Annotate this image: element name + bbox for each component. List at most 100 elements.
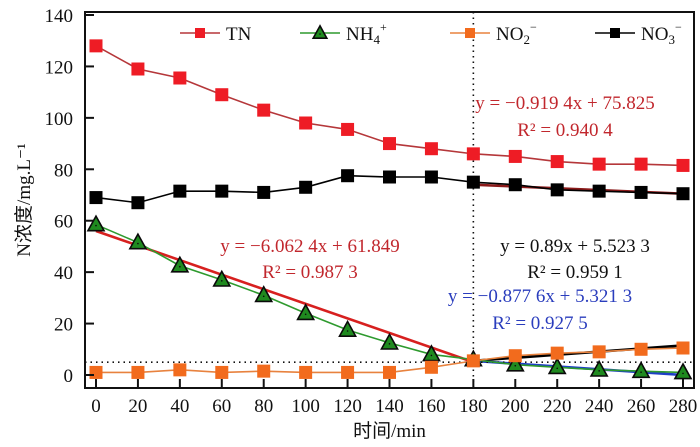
marker-no2: [424, 360, 438, 374]
marker-tn: [676, 158, 690, 172]
x-tick-label: 100: [291, 396, 320, 417]
y-tick-label: 80: [54, 160, 73, 181]
marker-no3: [299, 180, 313, 194]
reference-lines: [85, 12, 694, 388]
legend-marker: [465, 28, 475, 38]
fit-equation-0: y = −6.062 4x + 61.849: [220, 236, 399, 257]
legend-item-tn: TN: [180, 24, 252, 45]
marker-no2: [131, 365, 145, 379]
fit-equation-3: y = −0.877 6x + 5.321 3: [448, 286, 632, 307]
marker-tn: [341, 122, 355, 136]
marker-no2: [215, 365, 229, 379]
marker-tn: [634, 157, 648, 171]
annotations: y = −6.062 4x + 61.849 R² = 0.987 3 y = −0…: [220, 93, 654, 334]
marker-no2: [299, 365, 313, 379]
x-tick-label: 240: [585, 396, 614, 417]
legend-marker: [195, 28, 205, 38]
marker-nh4: [547, 357, 567, 375]
marker-nh4-dot: [262, 295, 265, 298]
marker-no2: [508, 349, 522, 363]
marker-nh4: [296, 303, 316, 321]
x-tick-label: 200: [501, 396, 530, 417]
marker-nh4: [631, 361, 651, 379]
legend-marker-dot: [319, 33, 321, 35]
y-axis: 0 20 40 60 80 100 120 140: [45, 6, 94, 387]
marker-no3: [592, 184, 606, 198]
marker-no2: [89, 365, 103, 379]
marker-no2: [257, 364, 271, 378]
x-axis: 0 20 40 60 80 100 120 140 160 180 200 220 240 260 280: [91, 379, 697, 417]
marker-nh4-dot: [430, 354, 433, 357]
x-tick-label: 20: [128, 396, 147, 417]
series-markers: [86, 39, 693, 380]
x-tick-label: 280: [669, 396, 698, 417]
marker-no3: [341, 169, 355, 183]
y-tick-label: 100: [45, 109, 74, 130]
legend-label: NO3−: [641, 20, 682, 47]
marker-no3: [89, 191, 103, 205]
fit-equation-1: y = −0.919 4x + 75.825: [475, 93, 654, 114]
y-axis-title: N浓度/mg.L⁻¹: [13, 143, 35, 257]
marker-no2: [676, 341, 690, 355]
marker-tn: [592, 157, 606, 171]
marker-no2: [383, 365, 396, 379]
marker-nh4-dot: [556, 367, 559, 370]
marker-nh4: [86, 214, 106, 232]
marker-no2: [341, 365, 355, 379]
x-tick-label: 180: [459, 396, 488, 417]
fit-r2-3: R² = 0.927 5: [492, 313, 588, 334]
x-tick-label: 40: [170, 396, 189, 417]
marker-nh4-dot: [682, 372, 684, 375]
y-tick-label: 40: [54, 263, 73, 284]
marker-tn: [383, 137, 396, 151]
x-axis-title: 时间/min: [353, 420, 426, 442]
x-tick-label: 120: [333, 396, 362, 417]
y-tick-label: 20: [54, 315, 73, 336]
x-tick-label: 80: [254, 396, 273, 417]
marker-nh4: [128, 232, 148, 250]
marker-tn: [466, 147, 480, 161]
x-tick-label: 160: [417, 396, 446, 417]
marker-nh4-dot: [346, 330, 349, 332]
legend-item-nh4: NH4+: [300, 20, 387, 47]
marker-tn: [550, 155, 564, 169]
marker-nh4-dot: [640, 371, 642, 373]
marker-nh4: [673, 362, 693, 380]
marker-no3: [131, 196, 145, 210]
fit-r2-0: R² = 0.987 3: [262, 262, 358, 283]
marker-nh4: [170, 255, 190, 273]
x-tick-label: 60: [212, 396, 231, 417]
legend-label: TN: [226, 24, 252, 45]
marker-no2: [634, 342, 648, 356]
marker-tn: [173, 71, 187, 85]
marker-no3: [508, 178, 522, 192]
y-tick-label: 60: [54, 212, 73, 233]
y-tick-label: 140: [45, 6, 74, 27]
legend-marker: [610, 28, 620, 38]
fit-r2-2: R² = 0.959 1: [527, 262, 623, 283]
marker-no2: [173, 363, 187, 377]
marker-no3: [424, 170, 438, 184]
marker-no3: [550, 183, 564, 197]
marker-tn: [131, 62, 145, 76]
fit-equation-2: y = 0.89x + 5.523 3: [500, 236, 650, 257]
marker-nh4-dot: [598, 370, 600, 372]
legend-marker: [311, 24, 329, 39]
x-tick-label: 220: [543, 396, 572, 417]
marker-tn: [89, 39, 103, 53]
marker-nh4-dot: [388, 343, 391, 345]
marker-tn: [215, 88, 229, 102]
fit-line-0: [95, 229, 474, 364]
plot-frame: [84, 11, 695, 389]
marker-nh4: [338, 319, 357, 337]
fit-r2-1: R² = 0.940 4: [517, 120, 613, 141]
marker-no3: [466, 175, 480, 189]
x-tick-label: 260: [627, 396, 656, 417]
marker-nh4-dot: [179, 265, 181, 268]
marker-no3: [676, 187, 690, 201]
marker-no3: [383, 170, 396, 184]
marker-no3: [215, 184, 229, 198]
legend-label: NO2−: [496, 20, 537, 47]
marker-no3: [173, 184, 187, 198]
